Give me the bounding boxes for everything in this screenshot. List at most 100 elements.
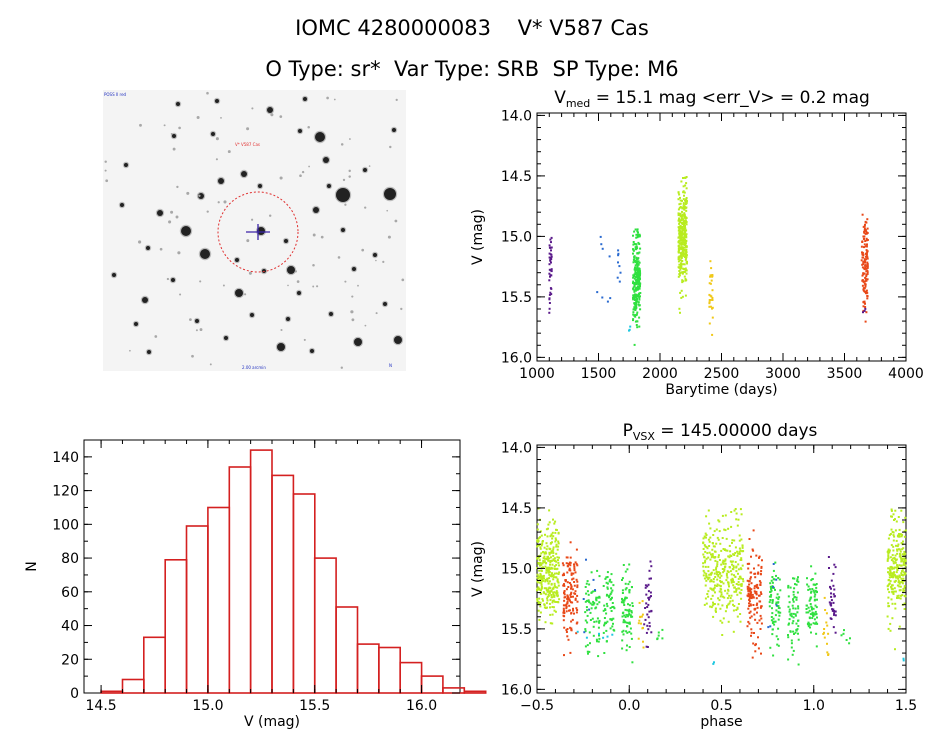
data-point <box>894 559 897 562</box>
data-point <box>754 572 757 575</box>
faint-star <box>312 285 315 288</box>
faint-star <box>312 233 316 237</box>
data-point <box>711 604 714 607</box>
faint-star <box>279 115 283 118</box>
data-point <box>684 267 687 270</box>
data-point <box>621 647 624 650</box>
data-point <box>536 557 539 560</box>
data-point <box>716 583 719 586</box>
data-point <box>816 598 818 601</box>
data-point <box>622 633 625 636</box>
data-point <box>603 622 606 625</box>
data-point <box>746 625 749 628</box>
data-point <box>723 528 726 531</box>
data-point <box>748 602 750 605</box>
data-point <box>544 557 547 560</box>
data-point <box>805 608 808 610</box>
data-point <box>547 593 550 596</box>
data-point <box>684 294 687 297</box>
data-point <box>796 591 799 594</box>
data-point <box>887 571 889 574</box>
data-point <box>827 632 830 635</box>
data-point <box>679 265 682 268</box>
data-point <box>715 568 717 571</box>
data-point <box>680 235 683 237</box>
data-point <box>708 282 711 285</box>
data-point <box>719 579 722 582</box>
data-point <box>792 607 795 610</box>
data-point <box>830 579 833 582</box>
data-point <box>826 651 829 654</box>
data-point <box>538 562 541 565</box>
faint-star <box>170 210 174 214</box>
data-point <box>540 544 543 547</box>
data-point <box>741 546 744 549</box>
faint-star <box>312 264 315 267</box>
data-point <box>628 591 631 594</box>
data-point <box>768 605 771 608</box>
data-point <box>569 651 572 654</box>
data-point <box>889 622 892 625</box>
data-point <box>552 576 555 579</box>
data-point <box>811 578 814 580</box>
data-point <box>795 598 798 601</box>
data-point <box>553 595 556 598</box>
data-point <box>576 609 579 611</box>
data-point <box>901 548 904 551</box>
data-point <box>610 587 613 590</box>
point-group <box>767 563 778 629</box>
data-point <box>739 508 742 511</box>
point-group <box>862 307 867 314</box>
data-point <box>680 243 683 246</box>
data-point <box>891 584 894 587</box>
data-point <box>848 642 851 645</box>
data-point <box>635 256 638 259</box>
target-circle <box>217 191 299 273</box>
data-point <box>728 594 731 597</box>
data-point <box>592 590 595 593</box>
data-point <box>678 249 680 252</box>
data-point <box>548 307 551 310</box>
y-tick-label: 100 <box>52 517 79 533</box>
data-point <box>711 316 714 319</box>
data-point <box>605 612 608 615</box>
data-point <box>790 612 793 615</box>
data-point <box>756 602 759 605</box>
data-point <box>551 613 554 616</box>
data-point <box>634 264 637 267</box>
data-point <box>563 593 566 596</box>
data-point <box>810 605 813 608</box>
data-point <box>730 594 733 597</box>
faint-star <box>337 256 341 259</box>
data-point <box>864 252 867 255</box>
data-point <box>632 276 635 279</box>
data-point <box>684 269 687 272</box>
data-point <box>833 612 836 615</box>
data-point <box>717 603 720 606</box>
data-point <box>828 601 831 604</box>
data-point <box>547 523 550 526</box>
star-name: V* V587 Cas <box>517 16 649 40</box>
data-point <box>678 203 681 206</box>
data-point <box>710 579 713 582</box>
data-point <box>537 544 540 547</box>
data-point <box>742 578 744 581</box>
data-point <box>833 595 836 598</box>
data-point <box>771 599 774 601</box>
data-point <box>886 585 889 588</box>
faint-star <box>189 318 192 321</box>
data-point <box>612 617 615 620</box>
data-point <box>712 534 715 536</box>
data-point <box>710 279 713 282</box>
data-point <box>603 652 606 654</box>
data-point <box>751 593 754 596</box>
data-point <box>775 635 778 638</box>
data-point <box>548 293 551 296</box>
data-point <box>727 620 730 623</box>
data-point <box>604 577 607 580</box>
data-point <box>636 234 639 237</box>
data-point <box>536 528 539 531</box>
data-point <box>866 243 868 246</box>
data-point <box>657 631 660 634</box>
data-point <box>758 594 761 597</box>
